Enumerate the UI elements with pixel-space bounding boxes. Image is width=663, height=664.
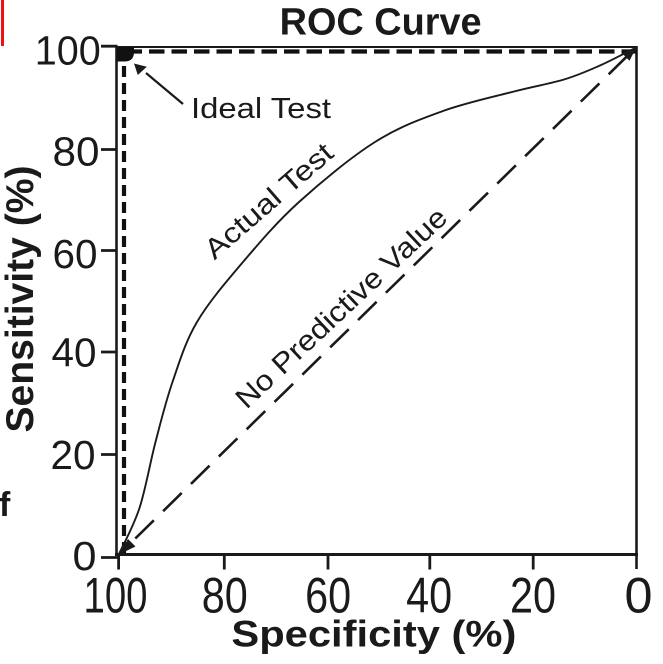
svg-text:40: 40 [52, 330, 97, 376]
svg-text:60: 60 [53, 231, 98, 277]
svg-text:80: 80 [202, 568, 248, 624]
svg-text:ROC Curve: ROC Curve [280, 2, 482, 44]
svg-text:Sensitivity (%): Sensitivity (%) [0, 166, 42, 433]
svg-text:60: 60 [305, 568, 351, 624]
svg-text:100: 100 [35, 28, 101, 74]
svg-text:20: 20 [51, 432, 96, 478]
svg-text:0: 0 [73, 533, 97, 579]
svg-text:Ideal Test: Ideal Test [191, 93, 331, 125]
svg-text:100: 100 [84, 568, 148, 624]
svg-text:80: 80 [53, 129, 100, 175]
svg-text:40: 40 [406, 568, 452, 624]
svg-text:0: 0 [625, 568, 653, 624]
svg-text:Specificity (%): Specificity (%) [231, 613, 516, 655]
svg-text:20: 20 [510, 568, 556, 624]
svg-text:f: f [0, 486, 11, 524]
